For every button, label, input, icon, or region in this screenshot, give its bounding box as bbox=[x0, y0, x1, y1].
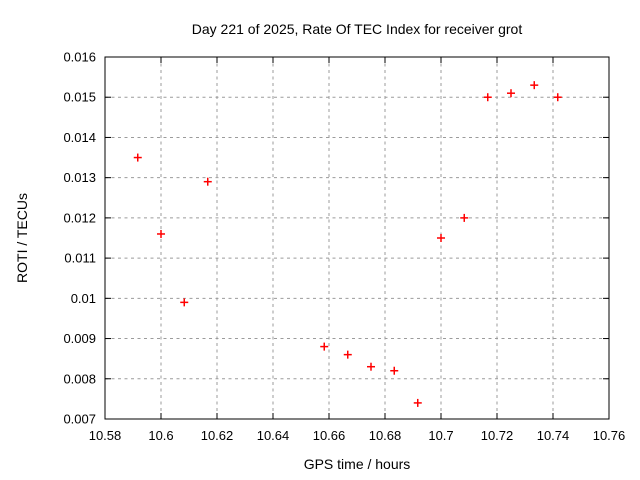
x-tick-label: 10.62 bbox=[201, 428, 234, 443]
y-tick-label: 0.007 bbox=[63, 412, 96, 427]
y-tick-label: 0.01 bbox=[71, 291, 96, 306]
x-tick-label: 10.68 bbox=[369, 428, 402, 443]
x-tick-label: 10.66 bbox=[313, 428, 346, 443]
y-tick-label: 0.013 bbox=[63, 170, 96, 185]
y-tick-label: 0.009 bbox=[63, 331, 96, 346]
y-tick-label: 0.012 bbox=[63, 210, 96, 225]
x-tick-label: 10.58 bbox=[89, 428, 122, 443]
plot-border bbox=[104, 56, 610, 420]
x-tick-label: 10.64 bbox=[257, 428, 290, 443]
x-tick-label: 10.6 bbox=[148, 428, 173, 443]
x-tick-label: 10.76 bbox=[593, 428, 626, 443]
chart-title: Day 221 of 2025, Rate Of TEC Index for r… bbox=[191, 21, 523, 37]
y-tick-label: 0.016 bbox=[63, 50, 96, 65]
y-tick-label: 0.014 bbox=[63, 130, 96, 145]
y-tick-label: 0.011 bbox=[64, 251, 96, 266]
y-tick-label: 0.008 bbox=[63, 371, 96, 386]
x-tick-label: 10.74 bbox=[537, 428, 570, 443]
x-axis-label: GPS time / hours bbox=[303, 456, 411, 472]
x-tick-label: 10.72 bbox=[481, 428, 514, 443]
x-tick-label: 10.7 bbox=[428, 428, 453, 443]
y-tick-label: 0.015 bbox=[63, 90, 96, 105]
